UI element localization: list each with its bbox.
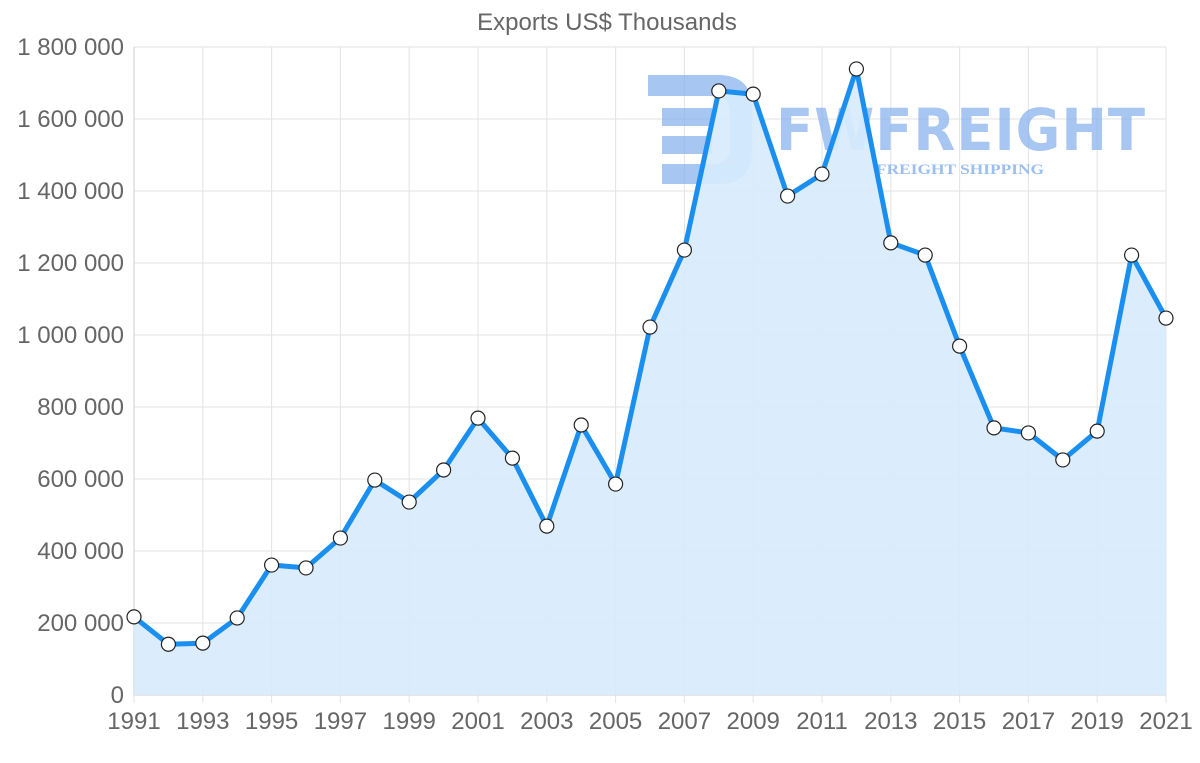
data-point[interactable]: 2016: 742000 [986,420,1002,436]
data-point[interactable]: 2007: 1236000 [676,242,693,258]
y-tick-label: 1 800 000 [17,34,124,61]
y-tick-label: 1 200 000 [17,250,124,277]
data-point[interactable]: 2013: 1256000 [883,235,899,251]
data-point[interactable]: 1994: 214000 [229,610,245,626]
data-point[interactable]: 1998: 597000 [367,472,383,488]
x-tick-label: 1991 [107,708,160,735]
data-point[interactable]: 1993: 144000 [195,635,211,651]
x-tick-label: 2011 [796,708,848,735]
data-point[interactable]: 1992: 141000 [160,636,176,652]
data-point[interactable]: 2006: 1022000 [642,319,658,335]
y-tick-label: 400 000 [37,538,124,565]
data-point[interactable]: 1995: 361000 [264,557,280,573]
data-point[interactable]: 2004: 750000 [573,417,589,433]
x-tick-label: 2003 [520,708,573,735]
data-point[interactable]: 2001: 769000 [470,410,486,426]
y-tick-label: 1 400 000 [17,178,124,205]
x-tick-label: 2009 [727,708,780,735]
data-point[interactable]: 1997: 436000 [332,530,348,546]
data-point[interactable]: 2011: 1447000 [814,166,830,182]
data-point[interactable]: 2012: 1739000 [848,61,865,77]
data-point[interactable]: 2019: 733000 [1089,423,1105,439]
x-axis: 1991 1993 1995 1997 1999 2001 2003 2005 2007 2009… [107,708,1192,735]
data-point[interactable]: 2014: 1222000 [917,247,933,263]
data-point[interactable]: 2003: 469000 [539,518,555,534]
x-tick-label: 2005 [589,708,642,735]
data-point[interactable]: 1996: 353000 [298,560,314,576]
x-tick-label: 1993 [176,708,229,735]
x-tick-label: 2021 [1139,708,1192,735]
data-point[interactable]: 2005: 586000 [607,476,624,492]
x-tick-label: 2019 [1071,708,1124,735]
data-point[interactable]: 2009: 1669000 [745,86,761,102]
data-point[interactable]: 2021: 1047000 [1158,310,1174,326]
series-exports: 1991: 217000 1992: 141000 1993: 144000 1994… [126,61,1174,695]
data-point[interactable]: 2020: 1222000 [1123,247,1140,263]
chart-title: Exports US$ Thousands [477,9,737,36]
x-tick-label: 2015 [933,708,986,735]
x-tick-label: 1997 [314,708,367,735]
y-tick-label: 0 [111,682,124,709]
y-tick-label: 200 000 [37,610,124,637]
x-tick-label: 2017 [1002,708,1055,735]
watermark-tagline: FREIGHT SHIPPING [876,162,1044,178]
data-point[interactable]: 2002: 658000 [504,450,521,466]
data-point[interactable]: 2010: 1386000 [779,188,796,204]
x-tick-label: 1995 [245,708,298,735]
y-tick-label: 1 600 000 [17,106,124,133]
x-tick-label: 1999 [383,708,436,735]
data-point[interactable]: 1999: 536000 [401,494,417,510]
area-fill [134,69,1166,695]
y-tick-label: 1 000 000 [17,322,124,349]
y-tick-label: 600 000 [37,466,124,493]
data-point[interactable]: 2018: 653000 [1055,452,1071,468]
y-axis: 0 200 000 400 000 600 000 800 000 1 000 000 1 … [17,34,124,709]
x-tick-label: 2001 [451,708,504,735]
x-tick-label: 2007 [658,708,711,735]
data-point[interactable]: 1991: 217000 [126,609,142,625]
y-tick-label: 800 000 [37,394,124,421]
data-point[interactable]: 2015: 969000 [951,338,968,354]
data-point[interactable]: 2017: 728000 [1020,425,1037,441]
x-tick-label: 2013 [864,708,917,735]
data-point[interactable]: 2008: 1678000 [711,83,727,99]
